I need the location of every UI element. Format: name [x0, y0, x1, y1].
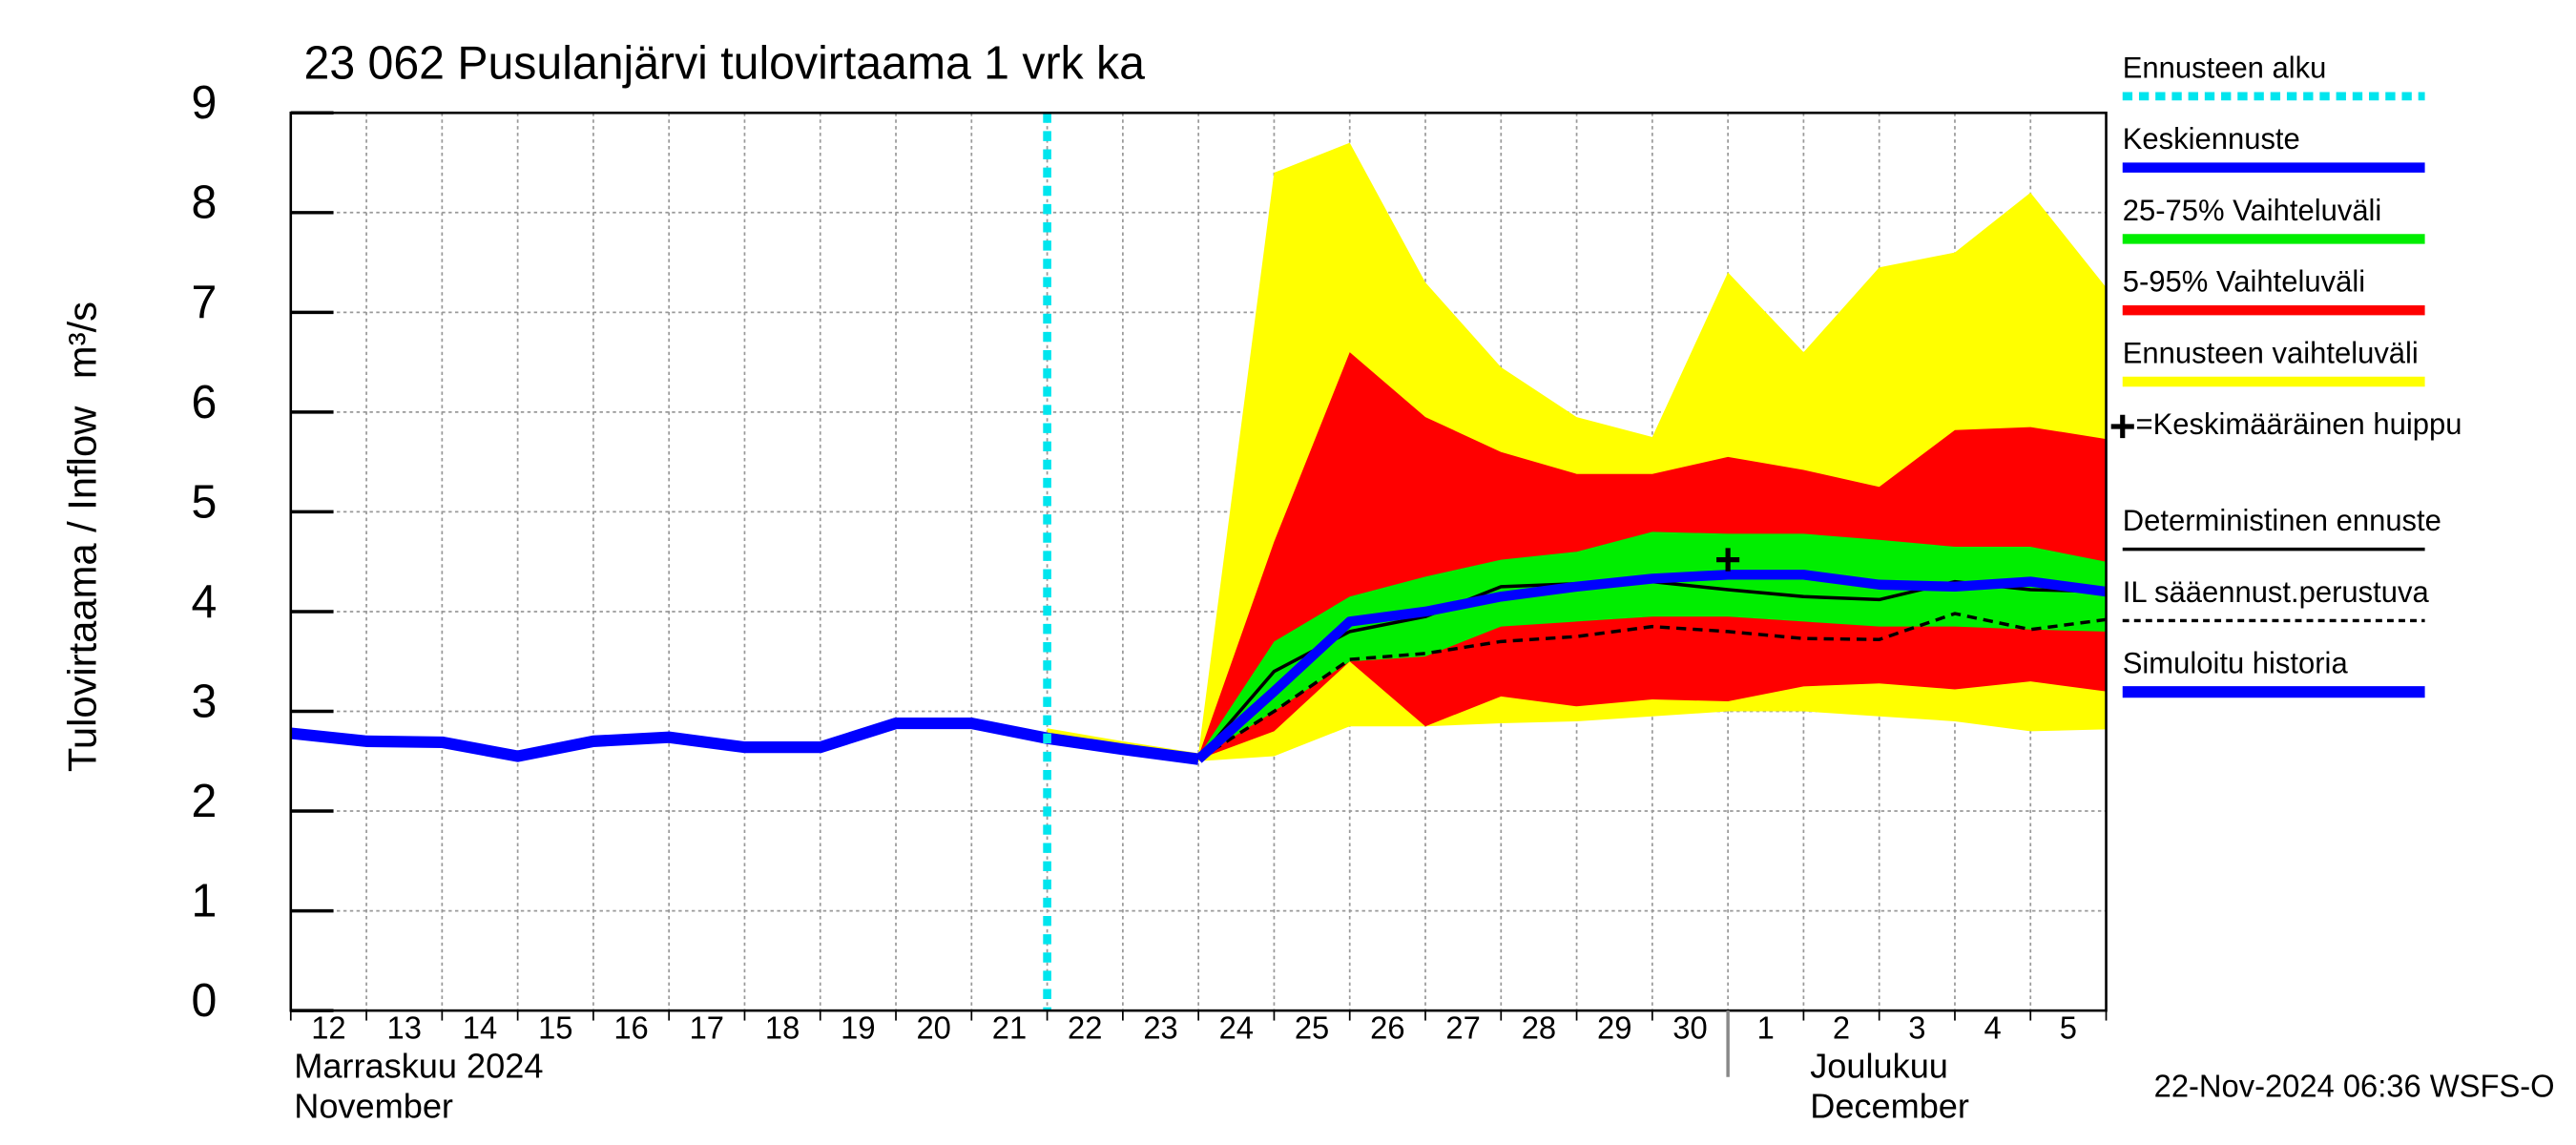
month-label-en: December: [1810, 1086, 1969, 1125]
x-tick-label: 29: [1597, 1010, 1631, 1046]
x-tick-label: 27: [1445, 1010, 1480, 1046]
x-tick-label: 21: [992, 1010, 1027, 1046]
series-line: [1197, 612, 2107, 761]
y-tick-label: 2: [191, 776, 217, 827]
x-tick-label: 23: [1143, 1010, 1177, 1046]
x-tick-label: 24: [1219, 1010, 1254, 1046]
x-tick-label: 13: [387, 1010, 422, 1046]
x-tick-label: 15: [538, 1010, 572, 1046]
y-tick-label: 0: [191, 975, 217, 1027]
legend-label: Ennusteen vaihteluväli: [2123, 336, 2419, 369]
x-tick-label: 3: [1908, 1010, 1925, 1046]
timestamp: 22-Nov-2024 06:36 WSFS-O: [2154, 1068, 2555, 1103]
legend-label: Keskiennuste: [2123, 122, 2300, 156]
legend-label: Ennusteen alku: [2123, 51, 2327, 84]
x-tick-label: 16: [613, 1010, 648, 1046]
x-tick-label: 19: [841, 1010, 875, 1046]
y-tick-label: 7: [191, 277, 217, 328]
peak-marker: [1716, 548, 1740, 572]
y-tick-label: 3: [191, 676, 217, 727]
x-tick-label: 17: [690, 1010, 724, 1046]
y-tick-label: 5: [191, 476, 217, 528]
x-tick-label: 1: [1757, 1010, 1775, 1046]
y-tick-label: 4: [191, 576, 217, 628]
x-tick-label: 30: [1672, 1010, 1707, 1046]
legend-label: Deterministinen ennuste: [2123, 504, 2441, 537]
y-tick-label: 8: [191, 177, 217, 228]
y-tick-label: 6: [191, 377, 217, 428]
x-tick-label: 18: [765, 1010, 800, 1046]
x-tick-label: 22: [1068, 1010, 1102, 1046]
legend-marker: [2110, 414, 2134, 439]
x-tick-label: 28: [1522, 1010, 1556, 1046]
x-tick-label: 20: [916, 1010, 950, 1046]
x-tick-label: 25: [1295, 1010, 1329, 1046]
x-tick-label: 14: [463, 1010, 497, 1046]
series-line: [1195, 570, 2108, 763]
legend-label: =Keskimääräinen huippu: [2136, 407, 2462, 441]
chart-title: 23 062 Pusulanjärvi tulovirtaama 1 vrk k…: [304, 37, 1145, 89]
month-label: Joulukuu: [1810, 1046, 1948, 1085]
month-label-en: November: [294, 1086, 453, 1125]
legend-label: 25-75% Vaihteluväli: [2123, 194, 2382, 227]
x-tick-label: 2: [1833, 1010, 1850, 1046]
y-axis-unit: m³/s: [60, 302, 105, 379]
legend-label: IL sääennust.perustuva: [2123, 575, 2430, 609]
legend-label: 5-95% Vaihteluväli: [2123, 265, 2365, 299]
y-tick-label: 1: [191, 875, 217, 926]
y-axis-label: Tulovirtaama / Inflow: [60, 406, 105, 772]
y-tick-label: 9: [191, 77, 217, 129]
x-tick-label: 26: [1370, 1010, 1404, 1046]
x-tick-label: 4: [1984, 1010, 2002, 1046]
x-tick-label: 12: [311, 1010, 345, 1046]
legend-label: Simuloitu historia: [2123, 647, 2349, 680]
month-label: Marraskuu 2024: [294, 1046, 543, 1085]
x-tick-label: 5: [2060, 1010, 2077, 1046]
